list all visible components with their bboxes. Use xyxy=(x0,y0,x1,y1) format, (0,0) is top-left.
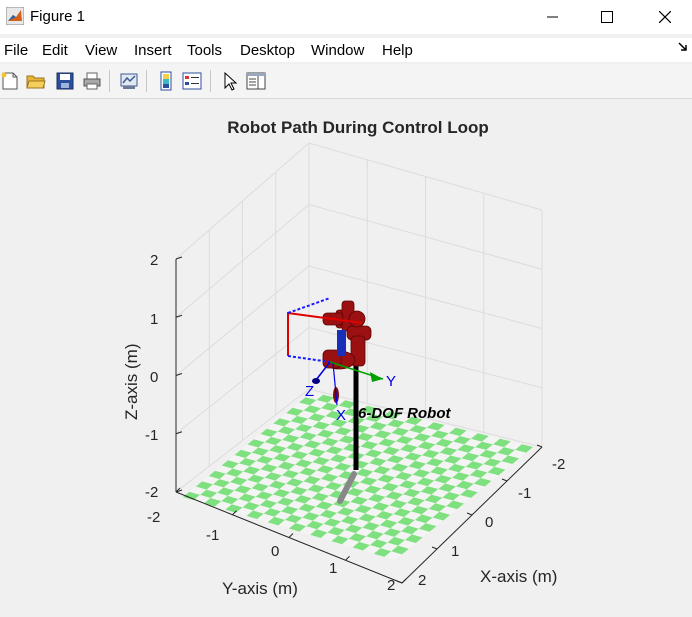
z-axis-label: Z-axis (m) xyxy=(122,344,141,420)
menu-view[interactable]: View xyxy=(85,42,118,59)
menu-insert[interactable]: Insert xyxy=(134,42,172,59)
z-arrowhead xyxy=(312,378,320,384)
maximize-icon xyxy=(601,11,613,23)
dock-arrow-icon[interactable] xyxy=(678,42,688,52)
z-tick-label: 2 xyxy=(150,252,158,269)
open-file-icon[interactable] xyxy=(26,71,46,91)
robot-label: 6-DOF Robot xyxy=(358,405,451,422)
robot-arm xyxy=(322,300,372,370)
frame-blue-dotted xyxy=(287,297,331,314)
plot-title: Robot Path During Control Loop xyxy=(227,118,489,137)
y-axis-label: Y-axis (m) xyxy=(222,579,298,598)
menu-help[interactable]: Help xyxy=(382,42,413,59)
edit-plot-arrow-icon[interactable] xyxy=(220,71,240,91)
y-arrowhead xyxy=(370,372,383,382)
robot-blue-link xyxy=(337,330,346,356)
y-tick-label: -1 xyxy=(206,527,219,544)
x-tick-label: 0 xyxy=(485,514,493,531)
frame-z-label: Z xyxy=(305,383,314,400)
toolbar-separator xyxy=(210,70,211,92)
frame-x-label: X xyxy=(336,407,346,424)
save-icon[interactable] xyxy=(55,71,75,91)
toolbar-separator xyxy=(109,70,110,92)
y-tick-label: 1 xyxy=(329,560,337,577)
menu-bar: File Edit View Insert Tools Desktop Wind… xyxy=(0,38,692,62)
minimize-icon xyxy=(547,16,558,18)
toolbar xyxy=(0,64,692,99)
x-tick-label: -1 xyxy=(518,485,531,502)
menu-desktop[interactable]: Desktop xyxy=(240,42,296,59)
print-icon[interactable] xyxy=(82,71,102,91)
frame-y-label: Y xyxy=(386,373,396,390)
y-tick-label: 2 xyxy=(387,577,395,594)
z-tick-label: -1 xyxy=(145,427,158,444)
y-tick-label: -2 xyxy=(147,509,160,526)
y-tick-label: 0 xyxy=(271,543,279,560)
coordinate-frame: Y Z X xyxy=(287,297,396,424)
maximize-button[interactable] xyxy=(584,0,630,34)
axes-lines xyxy=(175,256,543,584)
minimize-button[interactable] xyxy=(530,0,576,34)
insert-legend-icon[interactable] xyxy=(182,71,202,91)
close-button[interactable] xyxy=(642,0,688,34)
insert-colorbar-icon[interactable] xyxy=(156,71,176,91)
x-tick-label: 2 xyxy=(418,572,426,589)
title-bar: Figure 1 xyxy=(0,0,692,34)
menu-file[interactable]: File xyxy=(4,42,29,59)
x-axis-label: X-axis (m) xyxy=(480,567,557,586)
link-plot-icon[interactable] xyxy=(119,71,139,91)
property-inspector-icon[interactable] xyxy=(246,71,266,91)
menu-tools[interactable]: Tools xyxy=(187,42,223,59)
pedestal-shadow xyxy=(337,471,357,504)
menu-edit[interactable]: Edit xyxy=(42,42,68,59)
matlab-icon xyxy=(6,7,24,25)
z-tick-label: 0 xyxy=(150,369,158,386)
axes-grid xyxy=(175,142,543,493)
z-axis-arrow xyxy=(315,361,331,381)
close-icon xyxy=(659,11,671,23)
x-tick-label: 1 xyxy=(451,543,459,560)
window-title: Figure 1 xyxy=(30,8,86,25)
x-tick-label: -2 xyxy=(552,456,565,473)
z-tick-label: -2 xyxy=(145,484,158,501)
frame-blue-dotted xyxy=(287,355,331,363)
toolbar-separator xyxy=(146,70,147,92)
z-tick-label: 1 xyxy=(150,311,158,328)
new-figure-icon[interactable] xyxy=(0,71,20,91)
x-axis-arrow xyxy=(332,362,338,406)
menu-window[interactable]: Window xyxy=(311,42,365,59)
